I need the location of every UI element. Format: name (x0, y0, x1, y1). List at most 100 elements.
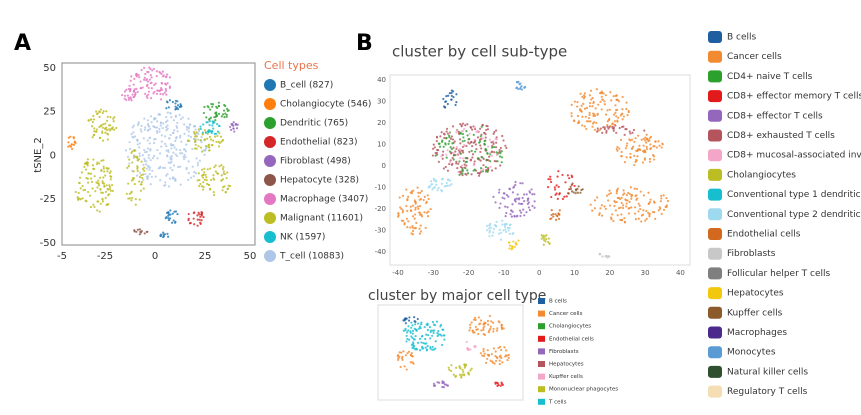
cell-dot (74, 141, 77, 145)
cell-dot (414, 200, 417, 204)
cell-dot (142, 187, 145, 190)
cell-dot (642, 209, 645, 212)
cell-dot (413, 217, 416, 220)
cell-dot (161, 70, 165, 73)
cell-dot (435, 320, 439, 323)
cell-dot (603, 103, 606, 106)
cell-dot (154, 82, 157, 85)
cell-dot (494, 167, 497, 170)
cell-dot (199, 221, 202, 224)
cell-dot (500, 150, 503, 153)
cell-dot (125, 88, 128, 91)
cell-dot (476, 328, 479, 331)
cell-dot (411, 346, 414, 349)
cell-dot (409, 226, 412, 229)
cell-dot (127, 164, 130, 168)
cell-dot (458, 138, 462, 141)
cell-dot (161, 93, 165, 96)
cell-dot (166, 82, 169, 85)
cell-dot (645, 133, 648, 136)
cell-dot (448, 162, 451, 166)
cell-dot (196, 224, 199, 227)
cell-dot (128, 197, 131, 200)
cell-dot (512, 186, 515, 189)
cell-dot (500, 356, 503, 359)
cell-dot (187, 171, 190, 175)
cell-dot (463, 143, 466, 147)
cell-dot (637, 210, 640, 213)
cell-dot (98, 125, 101, 129)
cell-dot (187, 134, 190, 137)
cell-dot (141, 176, 144, 180)
cell-dot (429, 346, 432, 349)
cell-dot (108, 187, 112, 191)
cell-dot (571, 175, 574, 179)
cell-dot (598, 212, 601, 215)
cell-dot (550, 213, 553, 217)
cell-dot (483, 143, 486, 146)
cell-dot (451, 156, 454, 160)
cell-dot (129, 147, 132, 151)
cell-dot (640, 214, 643, 217)
cell-dot (605, 194, 609, 197)
cell-dot (618, 126, 621, 130)
legend-label: Hepatocytes (727, 289, 784, 299)
cell-dot (651, 210, 655, 214)
cell-dot (423, 211, 426, 214)
cell-dot (138, 152, 141, 155)
cell-dot (598, 213, 601, 216)
cell-dot (144, 92, 147, 95)
cell-dot (504, 228, 507, 231)
cell-dot (478, 172, 481, 175)
cell-dot (491, 321, 495, 324)
cell-dot (660, 197, 663, 200)
cell-dot (446, 169, 450, 172)
cell-dot (482, 333, 485, 336)
cell-dot (399, 206, 402, 209)
cell-dot (179, 117, 183, 121)
cell-dot (154, 137, 157, 141)
cell-dot (172, 119, 175, 122)
cell-dot (187, 160, 190, 163)
cell-dot (411, 329, 415, 332)
cell-dot (640, 220, 643, 223)
cell-dot (148, 166, 152, 169)
cell-dot (144, 126, 147, 129)
cell-dot (603, 100, 606, 103)
cell-dot (102, 182, 106, 185)
cell-dot (138, 76, 141, 79)
legend-label: CD8+ exhausted T cells (727, 131, 835, 141)
cell-dot (509, 213, 512, 216)
cell-dot (150, 121, 153, 124)
cell-dot (176, 212, 179, 216)
legend-swatch (538, 361, 545, 367)
cell-dot (588, 105, 591, 108)
cell-dot (141, 154, 144, 157)
cell-dot (592, 114, 595, 117)
cell-dot (499, 146, 502, 150)
cell-dot (164, 120, 168, 124)
cell-dot (127, 182, 130, 185)
cell-dot (150, 175, 153, 179)
cell-dot (501, 134, 504, 138)
cell-dot (502, 327, 505, 330)
y-tick-label: 10 (377, 141, 386, 149)
cell-dot (461, 157, 464, 160)
cell-dot (439, 325, 442, 328)
cell-dot (397, 212, 400, 215)
cell-dot (533, 193, 536, 196)
cell-dot (97, 182, 100, 185)
legend-swatch (708, 31, 722, 43)
cell-dot (612, 126, 615, 129)
cell-dot (629, 152, 632, 155)
cell-dot (561, 173, 564, 177)
cell-dot (592, 100, 595, 104)
cell-dot (104, 131, 107, 134)
x-tick-label: 0 (537, 269, 541, 277)
cell-dot (490, 146, 494, 149)
cell-dot (613, 113, 616, 116)
cell-dot (87, 119, 90, 122)
legend-label: Cholangiocytes (727, 170, 796, 180)
cell-dot (581, 115, 584, 118)
cell-dot (489, 160, 492, 163)
